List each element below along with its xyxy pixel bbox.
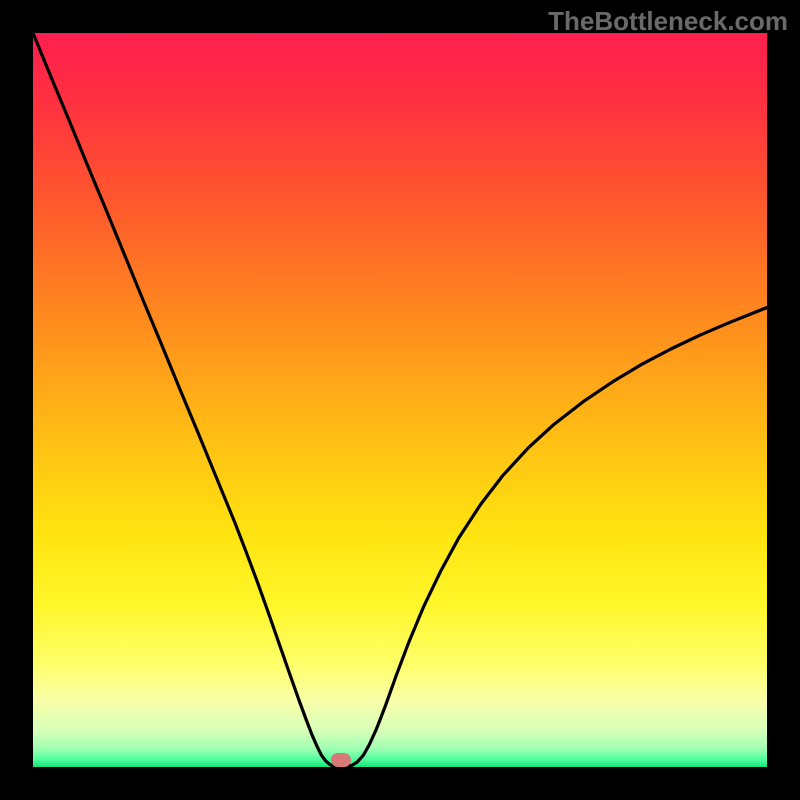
plot-area — [33, 33, 767, 767]
watermark-text: TheBottleneck.com — [548, 6, 788, 37]
minimum-marker — [331, 753, 351, 767]
bottleneck-curve — [33, 33, 767, 767]
